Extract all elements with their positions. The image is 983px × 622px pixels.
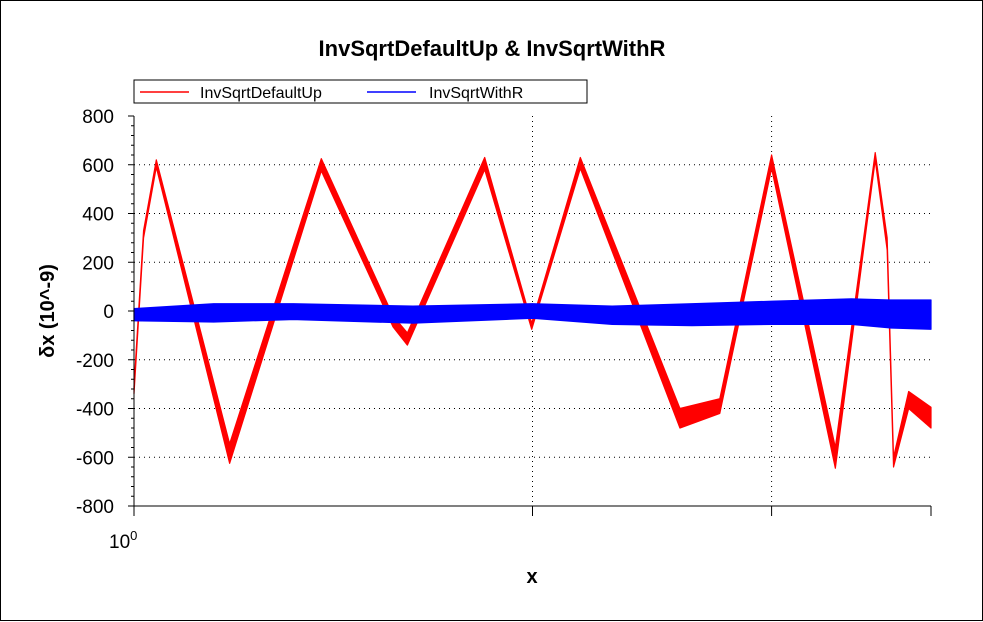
axes: 800 600 400 200 0 -200 -400 -600 -800 bbox=[76, 107, 932, 518]
series-layer bbox=[133, 151, 932, 469]
y-tick-label-7: -600 bbox=[76, 448, 114, 469]
series-invsqrtwithr-band bbox=[133, 298, 932, 330]
y-tick-label-8: -800 bbox=[76, 497, 114, 518]
chart-title: InvSqrtDefaultUp & InvSqrtWithR bbox=[319, 36, 666, 61]
y-tick-label-2: 400 bbox=[82, 205, 114, 226]
y-tick-label-1: 600 bbox=[82, 156, 114, 177]
y-tick-label-6: -400 bbox=[76, 400, 114, 421]
legend-label-invsqrtdefaultup: InvSqrtDefaultUp bbox=[200, 85, 322, 102]
x-tick-label: 100 bbox=[109, 528, 137, 553]
legend-box bbox=[133, 79, 588, 104]
y-tick-label-4: 0 bbox=[103, 302, 114, 323]
y-tick-label-5: -200 bbox=[76, 351, 114, 372]
y-tick-label-0: 800 bbox=[82, 107, 114, 128]
y-tick-label-3: 200 bbox=[82, 253, 114, 274]
legend-label-invsqrtwithr: InvSqrtWithR bbox=[429, 85, 523, 102]
y-axis-label: δx (10^-9) bbox=[37, 264, 59, 358]
x-tick-exponent: 0 bbox=[130, 528, 137, 543]
x-tick-base: 10 bbox=[109, 532, 130, 553]
x-axis-label: x bbox=[526, 566, 537, 588]
series-invsqrtdefaultup-band bbox=[133, 151, 932, 469]
legend: InvSqrtDefaultUp InvSqrtWithR bbox=[133, 79, 588, 104]
